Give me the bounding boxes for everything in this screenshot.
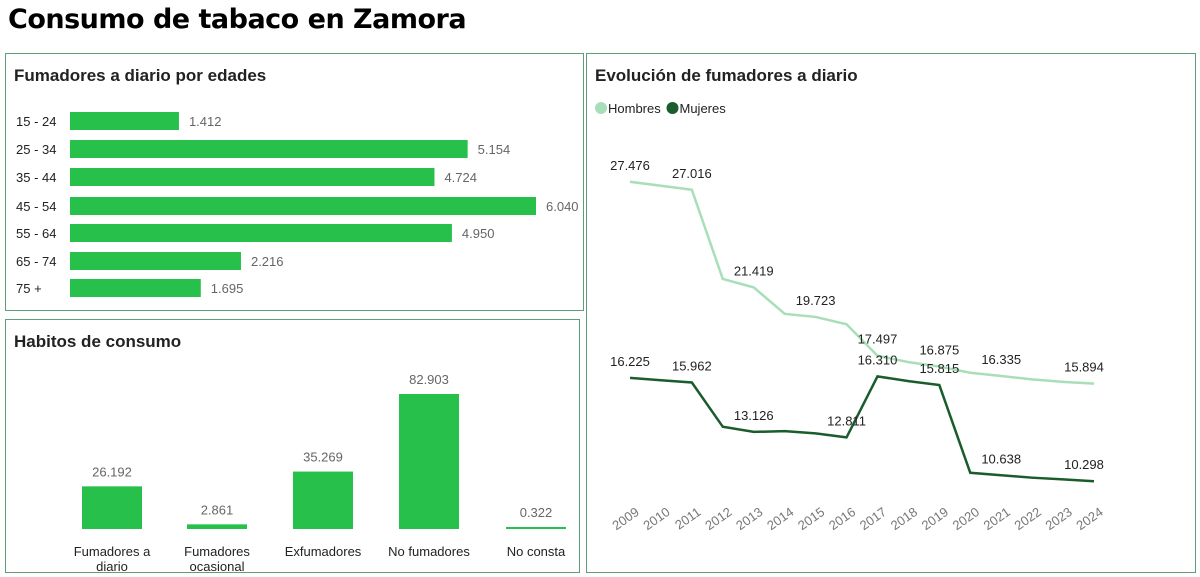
- year-tick-label: 2010: [640, 504, 672, 533]
- evolution-chart-title: Evolución de fumadores a diario: [595, 66, 858, 85]
- data-label: 19.723: [796, 293, 836, 308]
- age-category-label: 15 - 24: [16, 114, 56, 129]
- legend-marker-mujeres: [666, 102, 679, 114]
- legend-label-mujeres: Mujeres: [680, 101, 727, 116]
- habits-value-label: 2.861: [201, 502, 234, 517]
- habits-category-label: diario: [96, 559, 128, 574]
- age-value-label: 4.950: [462, 226, 495, 241]
- habits-bar: [506, 527, 566, 529]
- data-label: 16.875: [919, 343, 959, 358]
- habits-bar: [399, 394, 459, 529]
- age-bar: [70, 279, 201, 297]
- year-tick-label: 2017: [857, 504, 889, 533]
- habits-value-label: 26.192: [92, 464, 132, 479]
- habits-category-label: Fumadores: [184, 544, 250, 559]
- age-bar: [70, 140, 468, 158]
- series-line-hombres: [629, 180, 1095, 385]
- data-label: 15.815: [919, 361, 959, 376]
- habits-bar: [82, 486, 142, 529]
- year-tick-label: 2018: [888, 504, 920, 533]
- age-value-label: 6.040: [546, 199, 579, 214]
- data-label: 15.894: [1064, 360, 1104, 375]
- series-line-mujeres: [629, 375, 1095, 483]
- evolution-panel: Evolución de fumadores a diario Hombres M…: [586, 53, 1196, 573]
- age-category-label: 25 - 34: [16, 142, 56, 157]
- age-bar: [70, 168, 435, 186]
- page-title: Consumo de tabaco en Zamora: [8, 4, 467, 35]
- legend-label-hombres: Hombres: [608, 101, 661, 116]
- habits-bar: [187, 524, 247, 529]
- data-label: 15.962: [672, 358, 712, 373]
- data-label: 13.126: [734, 408, 774, 423]
- year-tick-label: 2023: [1042, 504, 1074, 533]
- data-label: 16.225: [610, 354, 650, 369]
- age-chart-title: Fumadores a diario por edades: [14, 66, 267, 85]
- data-label: 16.310: [858, 352, 898, 367]
- age-bar: [70, 252, 241, 270]
- habits-value-label: 82.903: [409, 372, 449, 387]
- evolution-line-chart: Hombres Mujeres 27.476 27.016 21.419 19.723 17…: [595, 101, 1106, 533]
- age-value-label: 1.412: [189, 114, 222, 129]
- data-label: 12.811: [827, 413, 866, 428]
- age-category-label: 65 - 74: [16, 254, 56, 269]
- age-category-label: 35 - 44: [16, 170, 56, 185]
- data-label: 27.476: [610, 158, 650, 173]
- age-category-label: 55 - 64: [16, 226, 56, 241]
- age-bar-panel: Fumadores a diario por edades 15 - 24 1.4…: [5, 53, 584, 311]
- data-label: 16.335: [981, 352, 1021, 367]
- year-tick-label: 2009: [609, 504, 641, 533]
- year-tick-label: 2022: [1012, 504, 1044, 533]
- year-tick-label: 2011: [672, 504, 704, 532]
- habits-chart-title: Habitos de consumo: [14, 332, 182, 351]
- age-bar: [70, 112, 179, 130]
- habits-category-label: No consta: [507, 544, 566, 559]
- year-tick-label: 2024: [1073, 504, 1105, 533]
- habits-value-label: 0.322: [520, 505, 553, 520]
- data-label: 17.497: [858, 332, 898, 347]
- age-value-label: 1.695: [211, 281, 244, 296]
- age-category-label: 75 +: [16, 281, 42, 296]
- year-tick-label: 2019: [919, 504, 951, 533]
- data-label: 10.298: [1064, 457, 1104, 472]
- habits-bar: [293, 471, 353, 529]
- year-tick-label: 2016: [826, 504, 858, 533]
- year-tick-label: 2013: [733, 504, 765, 533]
- habits-category-label: Fumadores a: [74, 544, 151, 559]
- data-label: 10.638: [981, 451, 1021, 466]
- year-tick-label: 2014: [764, 504, 796, 533]
- age-value-label: 5.154: [478, 142, 511, 157]
- habits-panel: Habitos de consumo 26.192 Fumadores a diar…: [5, 319, 580, 574]
- habits-category-label: Exfumadores: [285, 544, 362, 559]
- habits-category-label: ocasional: [190, 559, 245, 574]
- habits-category-label: No fumadores: [388, 544, 470, 559]
- age-bar-chart: 15 - 24 1.412 25 - 34 5.154 35 - 44 4.724 45 -…: [16, 112, 579, 297]
- habits-value-label: 35.269: [303, 450, 343, 465]
- year-tick-label: 2012: [702, 504, 734, 533]
- age-value-label: 2.216: [251, 254, 284, 269]
- age-bar: [70, 197, 536, 215]
- year-tick-label: 2020: [950, 504, 982, 533]
- age-bar: [70, 224, 452, 242]
- legend-marker-hombres: [595, 102, 607, 114]
- data-label: 21.419: [734, 263, 774, 278]
- year-tick-label: 2021: [981, 504, 1013, 533]
- age-value-label: 4.724: [444, 170, 477, 185]
- age-category-label: 45 - 54: [16, 199, 56, 214]
- data-label: 27.016: [672, 166, 712, 181]
- year-tick-label: 2015: [795, 504, 827, 533]
